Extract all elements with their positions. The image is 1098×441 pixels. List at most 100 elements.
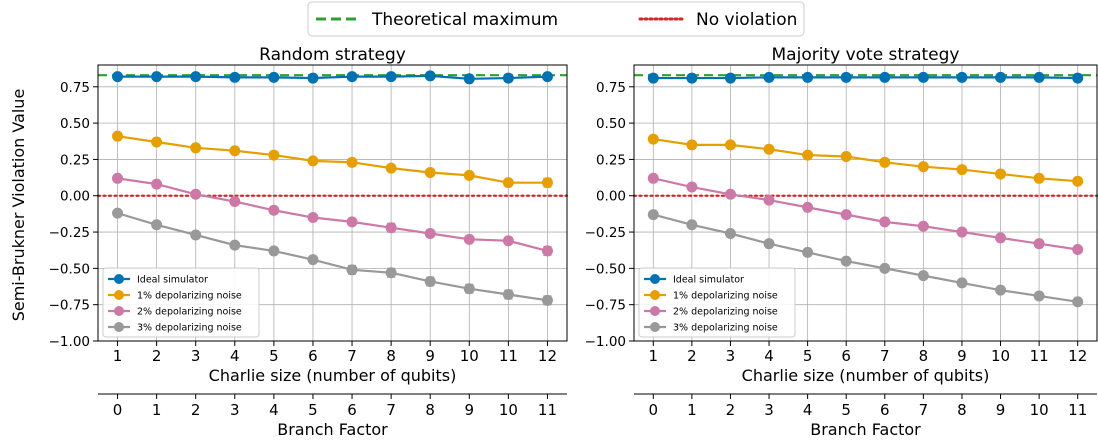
data-point	[541, 71, 553, 83]
x-tick-label: 3	[191, 347, 201, 365]
data-point	[956, 71, 968, 83]
series-1-depolarizing-noise	[112, 130, 553, 189]
data-point	[502, 289, 514, 301]
data-point	[112, 172, 124, 184]
data-point	[995, 232, 1007, 244]
y-tick-label: 0.25	[60, 152, 90, 168]
x-axis-label: Charlie size (number of qubits)	[742, 366, 990, 385]
panel-legend: Ideal simulator 1% depolarizing noise 2% d…	[638, 267, 796, 338]
y-tick-label: −0.75	[49, 298, 90, 314]
y-tick-label: −0.50	[585, 261, 626, 277]
data-point	[956, 226, 968, 238]
data-point	[346, 71, 358, 83]
series-line	[653, 177, 1078, 251]
secondary-x-tick-label: 11	[538, 401, 557, 419]
secondary-x-tick-label: 10	[499, 401, 518, 419]
data-point	[917, 220, 929, 232]
series-line	[117, 177, 548, 253]
data-point	[112, 130, 124, 142]
panel-title: Random strategy	[259, 45, 406, 65]
x-tick-label: 7	[880, 347, 890, 365]
panel-legend-label: 3% depolarizing noise	[137, 323, 242, 334]
x-tick-label: 9	[425, 347, 435, 365]
y-tick-label: 0.50	[60, 116, 90, 132]
secondary-x-tick-label: 7	[919, 401, 929, 419]
figure-legend-frame	[307, 1, 805, 37]
data-point	[879, 71, 891, 83]
data-point	[541, 177, 553, 189]
panel-legend-label: 2% depolarizing noise	[673, 307, 778, 318]
x-tick-label: 12	[538, 347, 557, 365]
panel-legend-marker	[650, 274, 660, 284]
x-tick-label: 11	[1030, 347, 1049, 365]
data-point	[647, 209, 659, 221]
data-point	[112, 71, 124, 83]
panel-legend-label: 2% depolarizing noise	[137, 307, 242, 318]
data-point	[647, 172, 659, 184]
data-point	[268, 204, 280, 216]
x-axis-label: Charlie size (number of qubits)	[209, 366, 457, 385]
secondary-x-tick-label: 11	[1068, 401, 1087, 419]
panel-legend: Ideal simulator 1% depolarizing noise 2% d…	[102, 267, 260, 338]
x-tick-label: 6	[308, 347, 318, 365]
data-point	[686, 72, 698, 84]
series-line	[117, 74, 548, 80]
y-tick-label: 0.00	[596, 189, 626, 205]
data-point	[686, 181, 698, 193]
data-point	[190, 188, 202, 200]
secondary-x-tick-label: 3	[764, 401, 774, 419]
panel-legend-frame	[638, 267, 796, 338]
data-point	[1033, 238, 1045, 250]
y-tick-label: −1.00	[49, 334, 90, 350]
x-tick-label: 8	[919, 347, 929, 365]
x-tick-label: 1	[113, 347, 123, 365]
data-point	[307, 254, 319, 266]
x-tick-label: 3	[726, 347, 736, 365]
data-point	[995, 71, 1007, 83]
data-point	[424, 228, 436, 240]
secondary-x-tick-label: 6	[347, 401, 357, 419]
data-point	[151, 71, 163, 83]
y-tick-label: −0.50	[49, 261, 90, 277]
y-tick-label: 0.75	[596, 80, 626, 96]
data-point	[879, 216, 891, 228]
panel-legend-label: Ideal simulator	[673, 275, 744, 286]
data-point	[840, 209, 852, 221]
plot-frame	[97, 64, 568, 342]
data-point	[229, 71, 241, 83]
data-point	[463, 233, 475, 245]
data-point	[763, 143, 775, 155]
data-point	[879, 262, 891, 274]
secondary-x-axis-label: Branch Factor	[277, 420, 388, 439]
x-tick-label: 10	[991, 347, 1010, 365]
secondary-x-tick-label: 6	[880, 401, 890, 419]
series-1-depolarizing-noise	[647, 133, 1084, 187]
figure-y-axis-label: Semi-Brukner Violation Value	[9, 89, 28, 322]
data-point	[502, 235, 514, 247]
panel-legend-marker	[114, 290, 124, 300]
figure-legend: Theoretical maximum No violation	[307, 1, 805, 37]
data-point	[763, 71, 775, 83]
secondary-x-tick-label: 2	[726, 401, 736, 419]
panel-majority-vote-strategy: Majority vote strategy 0.75 0.50 0.25 0.00 −0…	[585, 45, 1098, 439]
panel-legend-marker	[650, 322, 660, 332]
series-line	[653, 213, 1078, 303]
data-point	[346, 264, 358, 276]
panel-title: Majority vote strategy	[772, 45, 960, 65]
secondary-x-tick-label: 4	[803, 401, 813, 419]
data-point	[840, 71, 852, 83]
x-tick-label: 7	[347, 347, 357, 365]
data-point	[917, 270, 929, 282]
data-point	[1033, 71, 1045, 83]
plot-frame	[633, 64, 1098, 342]
panel-legend-marker	[114, 274, 124, 284]
data-point	[1072, 175, 1084, 187]
data-point	[1033, 172, 1045, 184]
data-point	[346, 216, 358, 228]
data-point	[647, 72, 659, 84]
data-point	[463, 73, 475, 85]
panel-legend-marker	[114, 306, 124, 316]
data-point	[541, 245, 553, 257]
series-line	[117, 135, 548, 184]
